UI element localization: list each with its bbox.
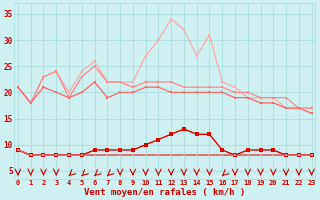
X-axis label: Vent moyen/en rafales ( km/h ): Vent moyen/en rafales ( km/h ) xyxy=(84,188,245,197)
